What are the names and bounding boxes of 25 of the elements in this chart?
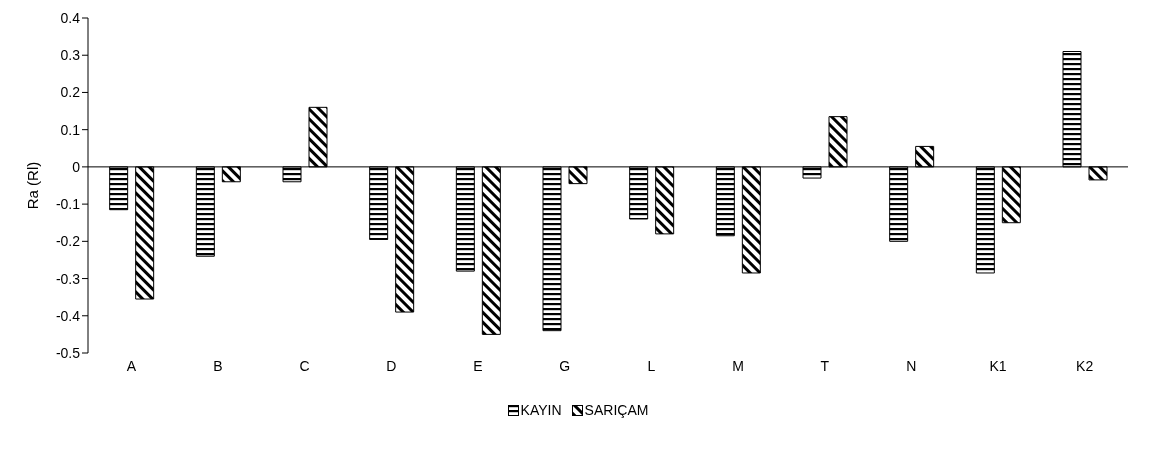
x-tick-label: K2 — [1076, 357, 1094, 374]
legend-label: SARIÇAM — [584, 402, 649, 418]
legend-label: KAYIN — [520, 402, 562, 418]
y-tick-label: 0.3 — [60, 47, 81, 64]
x-tick-label: D — [386, 357, 397, 374]
y-tick-label: -0.3 — [55, 270, 81, 287]
y-tick-label: -0.2 — [55, 233, 81, 250]
x-tick-label: E — [473, 357, 483, 374]
x-tick-label: N — [906, 357, 917, 374]
x-tick-label: C — [299, 357, 310, 374]
x-tick-label: L — [647, 357, 656, 374]
y-tick-label: 0 — [72, 158, 81, 175]
y-tick-label: -0.5 — [55, 344, 81, 361]
y-tick-label: -0.4 — [55, 307, 81, 324]
x-tick-label: T — [820, 357, 830, 374]
x-tick-label: B — [213, 357, 223, 374]
x-tick-label: G — [559, 357, 571, 374]
x-tick-label: A — [126, 357, 137, 374]
y-tick-label: 0.2 — [60, 84, 81, 101]
y-tick-label: 0.4 — [60, 9, 81, 26]
y-tick-label: 0.1 — [60, 121, 81, 138]
y-axis-title: Ra (Rl) — [24, 161, 42, 210]
y-tick-label: -0.1 — [55, 196, 81, 213]
x-tick-label: K1 — [989, 357, 1007, 374]
x-tick-label: M — [732, 357, 744, 374]
